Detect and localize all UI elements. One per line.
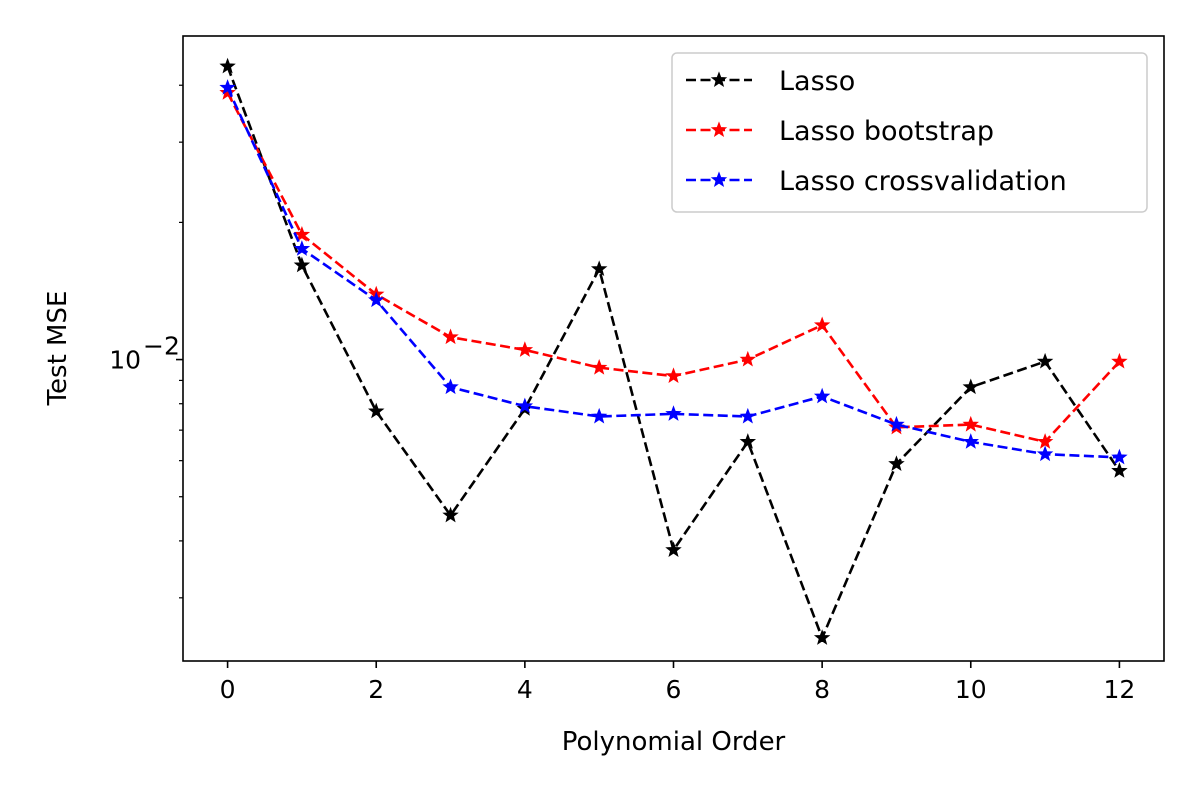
legend-label: Lasso crossvalidation (779, 166, 1067, 197)
data-point (739, 407, 757, 424)
legend-marker (710, 171, 728, 187)
data-point (813, 629, 831, 645)
data-point (368, 402, 385, 419)
data-point (1111, 448, 1128, 465)
data-point (962, 433, 979, 449)
legend-entry: Lasso (686, 66, 855, 97)
legend-box (671, 52, 1148, 213)
data-point (962, 378, 979, 395)
data-point (1036, 352, 1054, 369)
x-tick-label: 4 (517, 675, 533, 704)
data-point (516, 341, 534, 357)
data-point (442, 378, 459, 395)
data-point (219, 79, 236, 95)
data-point (1036, 433, 1054, 449)
legend-marker (710, 121, 728, 137)
data-point (665, 541, 682, 557)
data-point (442, 506, 459, 523)
data-point (442, 328, 459, 345)
data-point (219, 57, 236, 74)
legend-entry: Lasso bootstrap (686, 116, 994, 147)
data-point (813, 316, 831, 333)
x-tick-label: 6 (666, 675, 682, 704)
legend: Lasso Lasso bootstrap Lasso crossvalidatio… (671, 52, 1148, 213)
data-point (293, 256, 311, 273)
x-tick-label: 2 (368, 675, 384, 704)
data-point (590, 260, 608, 277)
data-point (1111, 352, 1128, 369)
data-point (888, 415, 905, 432)
x-tick-label: 12 (1104, 675, 1136, 704)
legend-label: Lasso (779, 66, 855, 97)
data-point (888, 455, 905, 471)
data-point (665, 367, 682, 384)
legend-marker (710, 71, 728, 87)
x-tick-label: 0 (220, 675, 236, 704)
data-point (590, 407, 608, 424)
data-point (1111, 462, 1128, 478)
data-point (293, 226, 311, 242)
data-point (1036, 445, 1054, 462)
data-point (516, 397, 534, 414)
data-point (368, 291, 385, 308)
x-tick-label: 8 (814, 675, 830, 704)
data-point (293, 240, 311, 256)
data-point (590, 358, 608, 375)
data-point (739, 350, 757, 367)
series-layer (219, 57, 1128, 645)
data-point (219, 84, 236, 100)
y-axis-label: Test MSE (43, 291, 73, 407)
x-axis-label: Polynomial Order (562, 727, 786, 757)
legend-label: Lasso bootstrap (779, 116, 994, 147)
data-point (665, 405, 682, 421)
y-tick-label: 10 (109, 346, 141, 375)
x-tick-label: 10 (955, 675, 987, 704)
data-point (962, 415, 979, 432)
series-1 (219, 57, 1128, 645)
data-point (739, 433, 757, 449)
series-3 (219, 79, 1128, 465)
y-tick-label-exponent: −2 (143, 332, 180, 361)
data-point (813, 387, 831, 404)
legend-entry: Lasso crossvalidation (686, 166, 1067, 197)
